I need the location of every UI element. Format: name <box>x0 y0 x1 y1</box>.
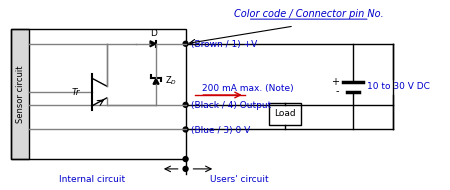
FancyBboxPatch shape <box>11 29 29 159</box>
Circle shape <box>183 102 188 107</box>
Text: (Blue / 3) 0 V: (Blue / 3) 0 V <box>192 126 251 135</box>
FancyBboxPatch shape <box>270 103 301 125</box>
Polygon shape <box>150 41 156 47</box>
Circle shape <box>183 41 188 46</box>
Circle shape <box>183 127 188 132</box>
Text: -: - <box>336 87 339 97</box>
Circle shape <box>183 157 188 162</box>
Text: Tr: Tr <box>72 88 80 97</box>
Polygon shape <box>153 78 159 84</box>
Text: Z$_D$: Z$_D$ <box>165 75 177 87</box>
Text: Load: Load <box>274 109 296 118</box>
Text: Internal circuit: Internal circuit <box>59 175 125 184</box>
Circle shape <box>183 166 188 171</box>
Text: (Black / 4) Output: (Black / 4) Output <box>192 101 272 110</box>
Text: Users' circuit: Users' circuit <box>211 175 269 184</box>
Text: 200 mA max. (Note): 200 mA max. (Note) <box>202 84 294 93</box>
Text: 10 to 30 V DC: 10 to 30 V DC <box>367 82 430 91</box>
Text: D: D <box>150 29 157 38</box>
Text: Sensor circuit: Sensor circuit <box>16 65 25 123</box>
Text: Color code / Connector pin No.: Color code / Connector pin No. <box>234 9 384 19</box>
Text: (Brown / 1) +V: (Brown / 1) +V <box>192 40 258 49</box>
Text: +: + <box>331 77 339 87</box>
